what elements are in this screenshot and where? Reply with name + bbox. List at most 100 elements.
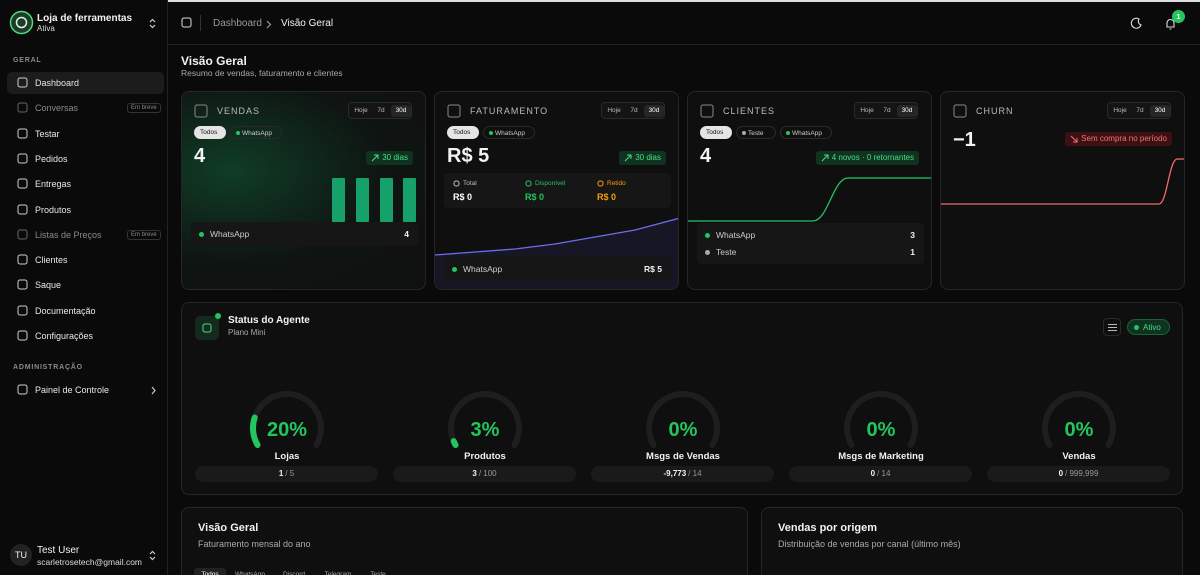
range-button[interactable]: 30d <box>644 105 664 117</box>
icon <box>17 178 28 189</box>
range-button[interactable]: 30d <box>391 105 411 117</box>
filter-dot <box>489 131 493 135</box>
usage-used: 0 <box>870 469 876 478</box>
row-label: WhatsApp <box>210 229 250 239</box>
filter-pill[interactable]: WhatsApp <box>483 126 535 139</box>
filter-pill[interactable]: WhatsApp <box>780 126 832 139</box>
store-switch <box>149 18 156 29</box>
panel-tab[interactable]: Discord <box>282 571 306 575</box>
icon <box>17 128 28 139</box>
range-button[interactable]: Hoje <box>354 107 368 114</box>
nav-item[interactable]: Testar <box>7 123 164 145</box>
filter-pill[interactable]: WhatsApp <box>230 126 282 139</box>
gauge-percent: 3% <box>470 419 500 441</box>
icon <box>17 204 28 214</box>
nav-item[interactable]: Clientes <box>7 249 164 271</box>
agent-panel: Status do Agente Plano Mini Ativo 20% Lojas 1… <box>181 302 1183 495</box>
nav-label: Dashboard <box>35 78 80 88</box>
nav-item[interactable]: Conversas Em breve <box>7 97 164 119</box>
agent-menu[interactable] <box>1103 318 1121 336</box>
usage-limit: / 5 <box>285 469 295 478</box>
panel-tab[interactable]: Teste <box>370 571 386 575</box>
row-value: 4 <box>404 229 409 239</box>
row-value: 3 <box>910 230 915 240</box>
row-dot <box>705 250 710 255</box>
usage-used: 1 <box>278 469 284 478</box>
icon <box>447 104 461 118</box>
bar-shape <box>403 178 416 222</box>
filter-pill[interactable]: Todos <box>700 126 732 139</box>
panel-tab[interactable]: WhatsApp <box>235 571 265 575</box>
stat-card: CHURN Hoje 7d 30d −1 Sem compra no período <box>940 91 1185 290</box>
gauge-percent: 0% <box>668 419 698 441</box>
icon-shape <box>181 17 192 28</box>
icon-shape <box>17 77 28 88</box>
breadcrumb-item[interactable]: Dashboard <box>213 18 262 29</box>
nav-item[interactable]: Pedidos <box>7 148 164 170</box>
range-button[interactable]: 30d <box>1150 105 1170 117</box>
row-label: WhatsApp <box>716 230 756 240</box>
nav-item[interactable]: Documentação <box>7 300 164 322</box>
range-button[interactable]: Hoje <box>860 107 874 114</box>
range-button[interactable]: Hoje <box>607 107 621 114</box>
range-button[interactable]: 7d <box>377 107 385 114</box>
badge-text: 4 novos · 0 retornantes <box>831 153 914 162</box>
arrow <box>1070 135 1078 143</box>
icon-shape <box>17 178 28 189</box>
icon[interactable] <box>181 17 192 28</box>
nav-label: Entregas <box>35 179 72 190</box>
chevron-path <box>266 20 272 29</box>
badge-text: 30 dias <box>635 153 661 162</box>
notification-badge: 1 <box>1172 10 1185 23</box>
gauge-usage: 1/ 5 <box>195 466 378 482</box>
icon-shape <box>453 180 460 187</box>
nav-item[interactable]: Configurações <box>7 325 164 347</box>
panel-title: Vendas por origem <box>778 522 878 534</box>
icon-shape <box>202 323 212 333</box>
filter-pill[interactable]: Todos <box>447 126 479 139</box>
icon <box>17 102 28 113</box>
nav-item[interactable]: Produtos <box>7 199 164 221</box>
icon <box>17 305 28 316</box>
mini-line <box>688 177 931 222</box>
range-button[interactable]: 7d <box>630 107 638 114</box>
nav-label: Documentação <box>35 305 96 316</box>
filter-pill[interactable]: Teste <box>736 126 776 139</box>
filter-pill[interactable]: Todos <box>194 126 226 139</box>
range-button[interactable]: Hoje <box>1113 107 1127 114</box>
range-group: Hoje 7d 30d <box>601 102 665 119</box>
nav-badge: Em breve <box>127 229 161 240</box>
icon <box>202 323 212 333</box>
divider <box>200 15 201 31</box>
nav-label: Listas de Preços <box>35 229 102 240</box>
line <box>435 217 678 256</box>
breadcrumb-current: Visão Geral <box>281 18 334 29</box>
range-button[interactable]: 7d <box>1136 107 1144 114</box>
nav-item[interactable]: Painel de Controle <box>7 379 164 401</box>
filter-dot <box>786 131 790 135</box>
filter-label: WhatsApp <box>495 129 525 137</box>
card-value: 4 <box>194 145 206 167</box>
range-button[interactable]: 30d <box>897 105 917 117</box>
badge-arrow <box>624 154 632 162</box>
breakdown-value: R$ 0 <box>525 192 545 202</box>
range-button[interactable]: 7d <box>883 107 891 114</box>
panel-tab[interactable]: Todos <box>194 568 226 575</box>
breakdown-rows: WhatsApp R$ 5 <box>444 257 671 281</box>
card-title: CLIENTES <box>723 106 776 116</box>
badge-text: 30 dias <box>382 153 408 162</box>
panel-tab[interactable]: Telegram <box>324 571 352 575</box>
card-badge: 30 dias <box>619 151 666 165</box>
filter-label: Todos <box>706 128 724 136</box>
nav-item[interactable]: Dashboard <box>7 72 164 94</box>
arrow <box>371 154 379 162</box>
usage-limit: / 100 <box>478 469 497 478</box>
nav-item[interactable]: Listas de Preços Em breve <box>7 224 164 246</box>
bar-shape <box>332 178 345 222</box>
store-status: Ativa <box>37 24 55 33</box>
panel-subtitle: Distribuição de vendas por canal (último… <box>778 539 961 549</box>
nav-item[interactable]: Entregas <box>7 173 164 195</box>
nav-item[interactable]: Saque <box>7 274 164 296</box>
icon <box>700 104 714 118</box>
